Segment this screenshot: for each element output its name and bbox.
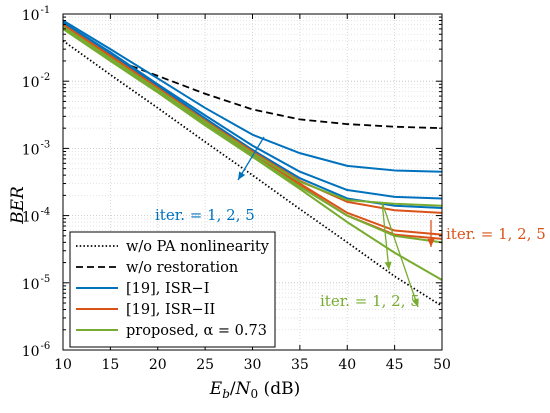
- y-tick-exponent: -3: [41, 139, 51, 150]
- legend-box: [69, 231, 276, 348]
- x-tick-label: 45: [386, 357, 404, 373]
- legend-label: w/o PA nonlinearity: [126, 239, 270, 255]
- series-line-3: [62, 19, 443, 173]
- x-tick-label: 30: [244, 357, 262, 373]
- series-line-4: [62, 21, 443, 200]
- y-axis-label: BER: [8, 186, 28, 225]
- x-label-N: N: [235, 379, 252, 399]
- x-tick-label: 40: [338, 357, 356, 373]
- x-label-sub-0: 0: [251, 387, 259, 401]
- y-tick-exponent: -6: [41, 341, 51, 352]
- green-iter-arrow-2: [381, 201, 419, 308]
- x-label-unit: (dB): [258, 379, 300, 399]
- x-axis-label: Eb/N0 (dB): [209, 379, 300, 401]
- legend-label: w/o restoration: [126, 260, 238, 276]
- green-iter-arrow-1-head: [384, 261, 392, 270]
- axis-frame: [62, 13, 443, 351]
- series-line-2: [110, 57, 443, 130]
- y-tick-exponent: -2: [41, 72, 51, 83]
- x-label-slash: /: [230, 379, 236, 399]
- x-tick-label: 15: [101, 357, 119, 373]
- orange-iter-label: iter. = 1, 2, 5: [446, 225, 546, 243]
- x-label-sub-b: b: [222, 387, 230, 401]
- y-tick-exponent: -1: [41, 5, 51, 16]
- y-tick-exponent: -4: [41, 207, 51, 218]
- legend-label: [19], ISR−I: [126, 281, 209, 297]
- x-tick-label: 25: [196, 357, 214, 373]
- blue-iter-label: iter. = 1, 2, 5: [155, 206, 255, 224]
- y-tick-exponent: -5: [41, 274, 51, 285]
- x-tick-label: 50: [433, 357, 451, 373]
- x-tick-label: 35: [291, 357, 309, 373]
- series-line-9: [62, 25, 443, 207]
- green-iter-arrow-1: [381, 201, 390, 271]
- x-label-E: E: [209, 379, 223, 399]
- green-iter-label: iter. = 1, 2, 5: [320, 292, 420, 310]
- blue-iter-arrow: [237, 136, 265, 181]
- tick-labels: 10 15 20 25 30 35 40 45 5010-110-210-310-410-510…: [22, 5, 451, 373]
- orange-iter-arrow-head: [427, 239, 435, 247]
- legend: w/o PA nonlinearity w/o restoration [19], …: [69, 231, 276, 348]
- series-line-6: [62, 23, 443, 214]
- series-layer: [62, 19, 443, 307]
- blue-iter-arrow-head: [238, 171, 246, 180]
- green-iter-arrow-2-head: [412, 298, 419, 307]
- legend-label: [19], ISR−II: [126, 302, 215, 318]
- annotations: iter. = 1, 2, 5 iter. = 1, 2, 5 iter. = 1,…: [155, 136, 546, 310]
- legend-label: proposed, α = 0.73: [126, 323, 267, 339]
- x-tick-label: 10: [54, 357, 72, 373]
- x-tick-label: 20: [149, 357, 167, 373]
